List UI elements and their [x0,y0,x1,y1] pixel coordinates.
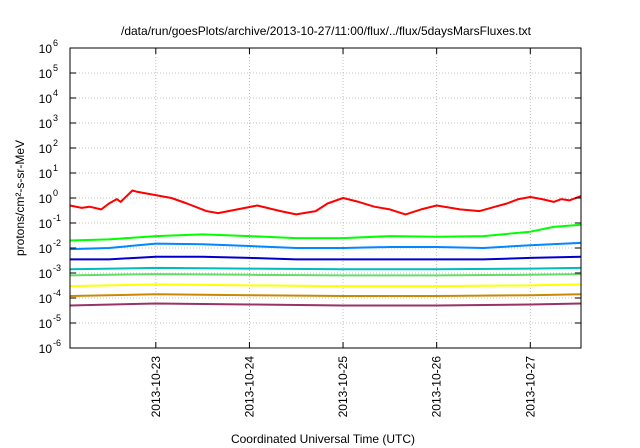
y-tick-exponent: 4 [53,88,58,98]
x-axis-label: Coordinated Universal Time (UTC) [231,432,415,446]
y-tick-label: 10 [39,142,53,156]
series-line-6 [69,273,582,277]
y-tick-label: 10 [39,42,53,56]
y-tick-exponent: -6 [53,338,61,348]
y-tick-exponent: 5 [53,63,58,73]
chart-title: /data/run/goesPlots/archive/2013-10-27/1… [121,24,532,38]
series-line-5 [69,266,582,271]
x-tick-label: 2013-10-25 [336,356,350,418]
y-tick-exponent: 3 [53,113,58,123]
y-tick-label: 10 [39,67,53,81]
y-tick-exponent: 6 [53,38,58,48]
y-tick-label: 10 [39,192,53,206]
series-line-3 [69,241,582,251]
y-tick-exponent: -2 [53,238,61,248]
y-axis-label: protons/cm²-s-sr-MeV [13,140,27,256]
y-tick-exponent: 0 [53,188,58,198]
y-tick-label: 10 [39,267,53,281]
y-tick-exponent: -5 [53,313,61,323]
x-tick-label: 2013-10-26 [430,356,444,418]
y-tick-label: 10 [39,242,53,256]
x-axis: 2013-10-23 2013-10-24 2013-10-25 2013-10-26… [149,48,537,417]
y-tick-exponent: -4 [53,288,61,298]
series-layer [69,189,582,307]
series-line-8 [69,293,582,297]
y-axis: 10 -610 -510 -410 -310 -210 -110 010 110 210 310 41… [39,38,581,356]
x-tick-label: 2013-10-24 [242,356,256,418]
series-line-1 [69,189,582,216]
y-tick-label: 10 [39,167,53,181]
y-tick-label: 10 [39,342,53,356]
y-tick-exponent: -3 [53,263,61,273]
x-tick-label: 2013-10-23 [149,356,163,418]
series-line-9 [69,302,582,307]
y-tick-label: 10 [39,317,53,331]
y-tick-exponent: 2 [53,138,58,148]
series-line-2 [69,223,582,242]
series-line-4 [70,255,582,261]
y-tick-label: 10 [39,217,53,231]
y-tick-exponent: -1 [53,213,61,223]
y-tick-label: 10 [39,292,53,306]
series-line-7 [69,283,582,288]
y-tick-label: 10 [39,92,53,106]
y-tick-exponent: 1 [53,163,58,173]
y-tick-label: 10 [39,117,53,131]
x-tick-label: 2013-10-27 [523,356,537,418]
